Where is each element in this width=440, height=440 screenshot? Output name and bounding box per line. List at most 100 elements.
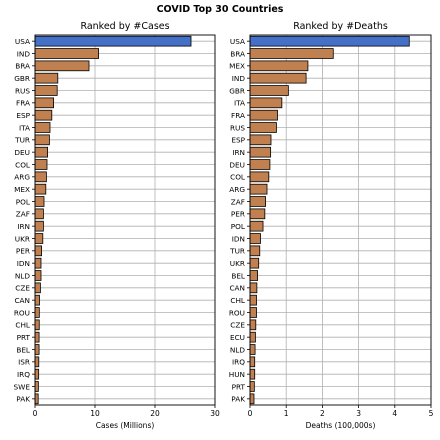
bar-col [249,171,270,183]
category-label: BRA [15,62,30,71]
bar-cze [249,319,257,331]
category-label: ESP [231,136,245,145]
category-label: PRT [17,333,31,342]
bar-ita [34,122,51,133]
category-label: POL [231,222,246,231]
bar-cze [34,282,41,294]
category-label: DEU [14,148,30,157]
category-label: IND [232,74,246,83]
bar-ecu [249,331,256,343]
category-label: CZE [230,321,245,330]
bar-ukr [34,233,44,244]
category-label: DEU [229,160,245,169]
category-label: ROU [229,308,245,317]
bar-prt [34,331,40,343]
bar-usa [34,35,192,47]
bar-pol [34,196,45,207]
bar-deu [34,146,49,158]
bar-rus [249,122,277,133]
category-label: PAK [16,395,30,404]
bar-ind [34,48,99,59]
category-label: TUR [229,247,245,256]
category-label: IRN [17,222,30,231]
category-label: ISR [18,358,30,367]
category-label: TUR [14,136,30,145]
bar-esp [34,109,53,121]
x-tick-label: 0 [248,409,253,418]
bar-ukr [249,257,260,269]
category-label: FRA [231,111,245,120]
chart-panel-2: Ranked by #Deaths USA BRA MEX IND GBR ITA FRA RU… [229,21,434,430]
x-tick-label: 1 [284,409,289,418]
category-label: MEX [14,185,30,194]
bar-chl [34,319,40,331]
category-label: IRN [232,148,245,157]
bar-chl [249,294,257,306]
category-label: GBR [14,74,30,83]
x-axis-label: Deaths (100,000s) [306,421,376,430]
category-label: GBR [229,86,245,95]
bar-tur [34,134,50,146]
category-label: MEX [229,62,245,71]
bar-mex [34,183,47,195]
category-label: USA [230,37,245,46]
category-label: NLD [15,271,31,280]
category-label: SWE [14,382,31,391]
bar-irq [34,368,40,380]
bar-col [34,159,48,170]
category-label: ROU [14,308,30,317]
category-label: NLD [230,345,246,354]
x-tick-label: 4 [392,409,397,418]
x-tick-label: 0 [33,409,38,418]
bar-gbr [249,85,289,96]
category-label: HUN [229,370,245,379]
category-label: PER [231,210,245,219]
x-tick-label: 5 [429,409,434,418]
category-label: ESP [16,111,30,120]
bar-arg [249,183,268,195]
bar-rou [249,307,257,318]
category-label: CZE [15,284,30,293]
category-label: UKR [230,259,245,268]
category-label: PAK [231,395,245,404]
category-label: IDN [17,259,30,268]
bar-bel [249,270,259,281]
bar-nld [249,344,256,355]
bar-hun [249,368,256,380]
bar-per [249,208,266,220]
category-label: ITA [234,99,245,108]
category-label: RUS [15,86,30,95]
bar-ind [249,72,307,84]
bar-swe [34,381,39,392]
bar-usa [249,35,410,47]
bar-irn [34,220,44,232]
figure-title: COVID Top 30 Countries [156,4,284,15]
bar-fra [249,109,278,121]
x-tick-label: 3 [356,409,361,418]
bar-mex [249,60,309,72]
category-label: IND [17,49,31,58]
category-label: POL [16,197,31,206]
bar-rus [34,85,58,96]
bar-esp [249,134,272,146]
category-label: CAN [229,284,245,293]
bar-zaf [34,208,44,220]
bar-rou [34,307,40,318]
bar-irq [249,356,256,368]
category-label: UKR [15,234,30,243]
bar-prt [249,381,255,392]
bar-isr [34,356,40,368]
bar-per [34,245,42,257]
category-label: RUS [230,123,245,132]
bar-pol [249,220,264,232]
category-label: BRA [230,49,245,58]
chart-panel-1: Ranked by #Cases USA IND BRA GBR RUS FRA ESP ITA… [14,21,220,430]
category-label: ECU [230,333,245,342]
chart-title: Ranked by #Cases [80,21,169,32]
category-label: IRQ [232,358,245,367]
bar-pak [249,393,255,405]
category-label: PER [16,247,30,256]
category-label: IRQ [17,370,30,379]
category-label: FRA [16,99,30,108]
bar-pak [34,393,39,405]
